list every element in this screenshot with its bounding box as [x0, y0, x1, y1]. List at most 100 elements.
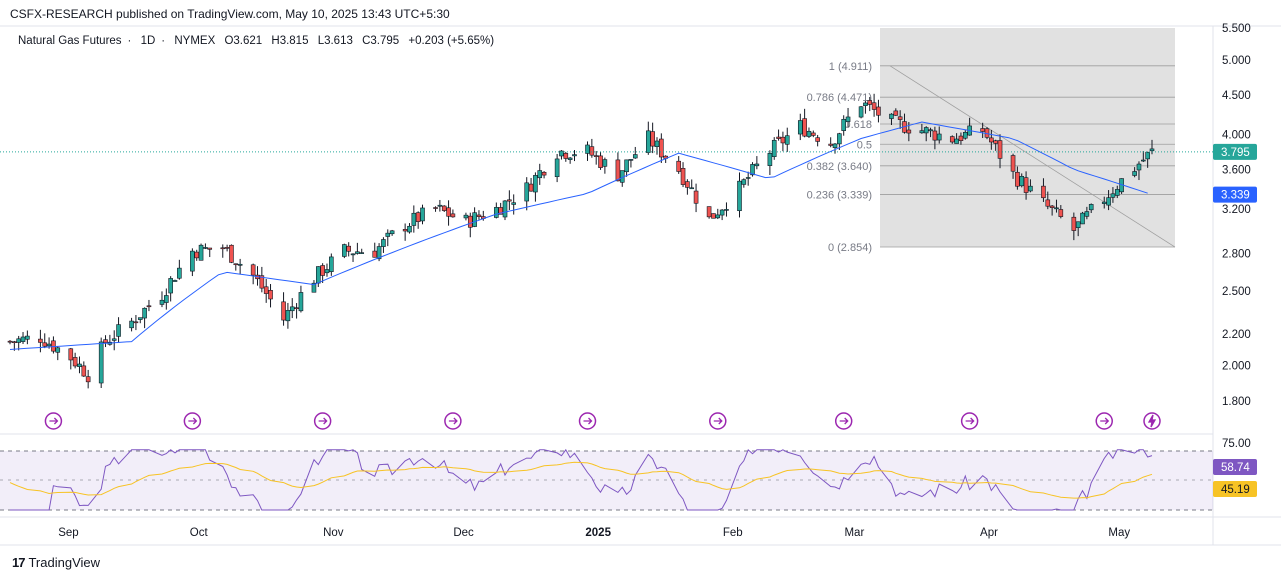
candle-body	[194, 251, 200, 259]
candle-body	[563, 153, 569, 159]
candle-body	[1054, 207, 1059, 210]
price-tick-label: 5.000	[1222, 55, 1251, 67]
candle-body	[771, 139, 777, 157]
candle-body	[889, 113, 894, 119]
candle-body	[593, 155, 599, 157]
tradingview-logo-icon[interactable]: 17	[12, 555, 26, 570]
candle-body	[1023, 177, 1029, 193]
time-axis[interactable]: Sep Oct Nov Dec 2025 Feb Mar Apr May	[58, 527, 1130, 539]
dividend-event-icon[interactable]	[1095, 412, 1113, 430]
ma-badge: 3.339	[1213, 186, 1257, 203]
candle-body	[841, 118, 847, 131]
candle-body	[871, 102, 877, 110]
rsi-pane: 75.00 58.74 45.19	[0, 438, 1257, 511]
candle-body	[259, 275, 265, 289]
candle-body	[55, 347, 61, 353]
candle-body	[863, 102, 868, 107]
candle-body	[572, 154, 577, 157]
candle-body	[381, 239, 386, 247]
time-tick-label: Dec	[453, 527, 474, 539]
candle-body	[754, 163, 760, 167]
rsi-ma-line	[9, 461, 1153, 499]
candle-body	[919, 130, 925, 134]
candle-body	[46, 343, 52, 347]
candle-body	[407, 225, 412, 233]
price-tick-label: 1.800	[1222, 396, 1251, 408]
candle-body	[502, 200, 508, 218]
fib-level-label: 1 (4.911)	[829, 61, 872, 73]
candle-body	[767, 153, 773, 166]
candle-body	[294, 307, 299, 310]
candle-body	[1010, 155, 1016, 172]
candle-body	[311, 282, 317, 293]
dividend-event-icon[interactable]	[444, 412, 462, 430]
candle-body	[893, 110, 899, 116]
candle-body	[203, 247, 208, 249]
candle-body	[719, 209, 725, 216]
candle-body	[797, 120, 803, 135]
candle-body	[385, 232, 391, 237]
candle-body	[298, 292, 304, 312]
candle-body	[676, 160, 681, 172]
fib-retracement[interactable]: 1 (4.911) 0.786 (4.471) 0.618 0.5 0.382 (3.6…	[807, 28, 1176, 254]
symbol-name[interactable]: Natural Gas Futures	[18, 35, 122, 47]
candle-body	[324, 269, 330, 274]
dividend-event-icon[interactable]	[183, 412, 202, 430]
candle-body	[1114, 189, 1120, 196]
lightning-event-icon[interactable]	[1143, 412, 1161, 430]
candle-body	[172, 280, 178, 282]
last-price-badge-bg	[1213, 143, 1257, 160]
candle-body	[433, 207, 438, 209]
time-tick-label: Feb	[723, 527, 743, 539]
candle-body	[632, 154, 638, 159]
candle-body	[1058, 209, 1064, 217]
candle-body	[1075, 221, 1081, 228]
rsi-ma-value-label: 45.19	[1221, 484, 1250, 496]
candle-body	[137, 317, 143, 320]
candle-body	[602, 159, 608, 167]
price-axis[interactable]: 5.500 5.000 4.500 4.000 3.600 3.200 2.800 2.500…	[1222, 23, 1251, 408]
ma-value-label: 3.339	[1221, 190, 1250, 202]
dividend-event-icon[interactable]	[709, 412, 727, 430]
footer-brand[interactable]: TradingView	[28, 555, 101, 570]
candle-body	[559, 150, 564, 157]
candle-body	[876, 106, 881, 116]
candle-body	[815, 137, 820, 142]
candle-body	[129, 320, 134, 329]
candle-body	[159, 299, 165, 305]
candle-body	[250, 264, 256, 276]
dividend-event-icon[interactable]	[44, 412, 63, 430]
candle-body	[142, 307, 147, 319]
price-tick-label: 4.000	[1222, 129, 1251, 141]
candle-body	[237, 263, 243, 266]
symbol-interval: 1D	[140, 35, 156, 47]
candle-body	[828, 143, 833, 146]
candle-body	[693, 190, 699, 204]
fib-box	[880, 28, 1175, 248]
candle-body	[936, 133, 942, 141]
candle-body	[1041, 185, 1046, 199]
candle-body	[355, 251, 360, 254]
candle-body	[342, 244, 347, 257]
fib-level-label: 0.5	[857, 139, 872, 151]
dividend-event-icon[interactable]	[578, 412, 597, 430]
candle-body	[867, 100, 873, 105]
time-tick-label: Sep	[58, 527, 78, 539]
price-tick-label: 3.600	[1222, 164, 1251, 176]
event-markers[interactable]	[44, 412, 1161, 430]
candle-body	[528, 183, 534, 192]
candle-body	[1028, 185, 1033, 192]
candle-body	[441, 205, 447, 211]
candle-body	[233, 263, 239, 266]
candle-body	[832, 143, 838, 149]
candle-body	[1088, 204, 1094, 211]
dividend-event-icon[interactable]	[313, 412, 332, 430]
time-tick-label: Apr	[980, 527, 998, 539]
candle-body	[958, 135, 964, 141]
candle-body	[51, 340, 56, 352]
candle-body	[346, 245, 351, 252]
dividend-event-icon[interactable]	[834, 412, 853, 430]
dividend-event-icon[interactable]	[960, 412, 979, 430]
candle-body	[494, 207, 499, 218]
